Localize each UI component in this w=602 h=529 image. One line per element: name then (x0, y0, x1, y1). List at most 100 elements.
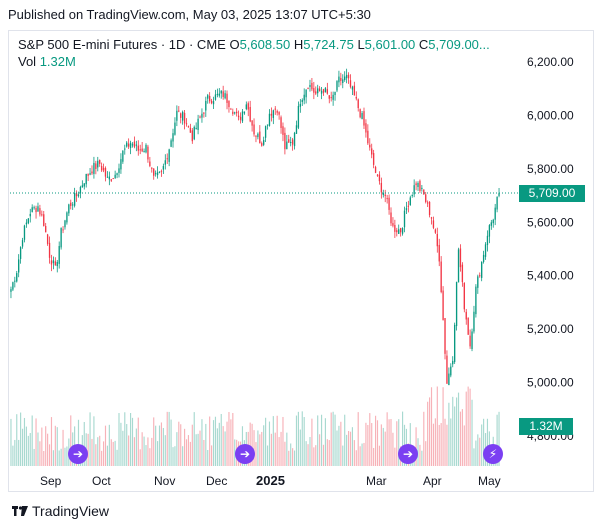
volume-bar (463, 425, 465, 466)
volume-bar (29, 433, 31, 466)
volume-bar (452, 396, 454, 466)
candle-body (203, 112, 205, 114)
volume-bar (137, 417, 139, 466)
candle-body (251, 120, 253, 126)
candle-body (87, 173, 89, 176)
candle-body (453, 324, 456, 362)
candle-body (276, 111, 278, 113)
volume-bar (47, 433, 49, 466)
symbol-name: S&P 500 E-mini Futures · 1D · CME (18, 37, 226, 52)
lightning-icon[interactable]: ⚡ (483, 444, 503, 464)
candle-body (56, 261, 58, 267)
volume-bar (388, 419, 390, 466)
candle-body (85, 173, 87, 185)
volume-bar (99, 435, 101, 466)
volume-bar (425, 441, 427, 466)
volume-bar (104, 425, 107, 466)
candle-body (425, 194, 427, 203)
candle-body (332, 94, 334, 100)
volume-bar (87, 433, 89, 466)
candle-body (110, 179, 112, 181)
volume-bar (191, 424, 193, 466)
candle-body (255, 135, 257, 137)
volume-bar (471, 399, 473, 466)
candle-body (216, 93, 219, 95)
candle-body (232, 111, 234, 114)
candle-body (396, 230, 398, 233)
candle-body (14, 280, 16, 282)
candle-body (93, 162, 95, 174)
volume-bar (70, 415, 72, 466)
candle-body (278, 112, 280, 115)
candle-body (355, 96, 357, 99)
candle-body (39, 208, 41, 215)
volume-bar (62, 429, 64, 466)
candle-body (498, 193, 500, 196)
candle-body (210, 100, 213, 104)
volume-bar (332, 411, 334, 466)
arrow-event-icon[interactable]: ➔ (68, 444, 88, 464)
volume-bar (417, 438, 419, 466)
volume-bar (301, 411, 303, 466)
candle-body (484, 244, 487, 257)
candle-body (141, 148, 143, 152)
volume-bar (293, 450, 296, 466)
volume-bar (58, 450, 60, 466)
candle-body (185, 123, 188, 125)
volume-bar (230, 419, 232, 466)
volume-bar (166, 411, 168, 466)
arrow-event-icon[interactable]: ➔ (398, 444, 418, 464)
candle-body (421, 187, 423, 190)
candle-body (149, 161, 151, 166)
candle-body (27, 218, 30, 224)
candle-body (23, 225, 26, 240)
candle-body (442, 290, 444, 320)
candle-body (72, 204, 74, 206)
candle-body (112, 178, 114, 180)
candle-body (21, 240, 24, 247)
candle-body (253, 124, 255, 135)
volume-bar (101, 450, 103, 466)
volume-bar (367, 425, 369, 466)
volume-bar (382, 427, 384, 466)
arrow-event-icon[interactable]: ➔ (235, 444, 255, 464)
candle-body (181, 111, 184, 121)
candle-body (158, 171, 161, 173)
footer: TradingView (12, 503, 109, 519)
candle-body (438, 244, 440, 262)
candle-body (336, 81, 338, 91)
volume-bar (317, 415, 319, 466)
volume-bar (56, 427, 58, 466)
candle-body (344, 76, 346, 81)
volume-bar (396, 421, 398, 466)
candle-body (220, 90, 222, 94)
volume-bar (52, 450, 54, 466)
candle-body (388, 197, 390, 210)
volume-bar (124, 412, 126, 466)
volume-bar (351, 427, 353, 466)
candle-body (241, 111, 244, 122)
volume-bar (448, 402, 450, 466)
volume-bar (64, 447, 66, 466)
candle-body (261, 143, 263, 146)
candle-body (29, 213, 31, 217)
candle-body (342, 79, 344, 84)
volume-bar (195, 434, 197, 466)
volume-bar (440, 423, 442, 466)
candle-body (450, 366, 452, 376)
candle-body (257, 133, 259, 138)
candle-body (122, 150, 124, 162)
volume-bar (255, 442, 257, 466)
volume-bar (459, 411, 462, 466)
volume-bar (128, 435, 130, 466)
candle-body (18, 259, 20, 273)
candle-body (41, 214, 43, 216)
candle-body (463, 282, 465, 310)
volume-bar (429, 397, 431, 466)
volume-bar (23, 417, 26, 466)
volume-bar (380, 424, 382, 466)
volume-bar (185, 439, 188, 466)
candle-body (102, 167, 105, 171)
candle-body (305, 89, 307, 98)
